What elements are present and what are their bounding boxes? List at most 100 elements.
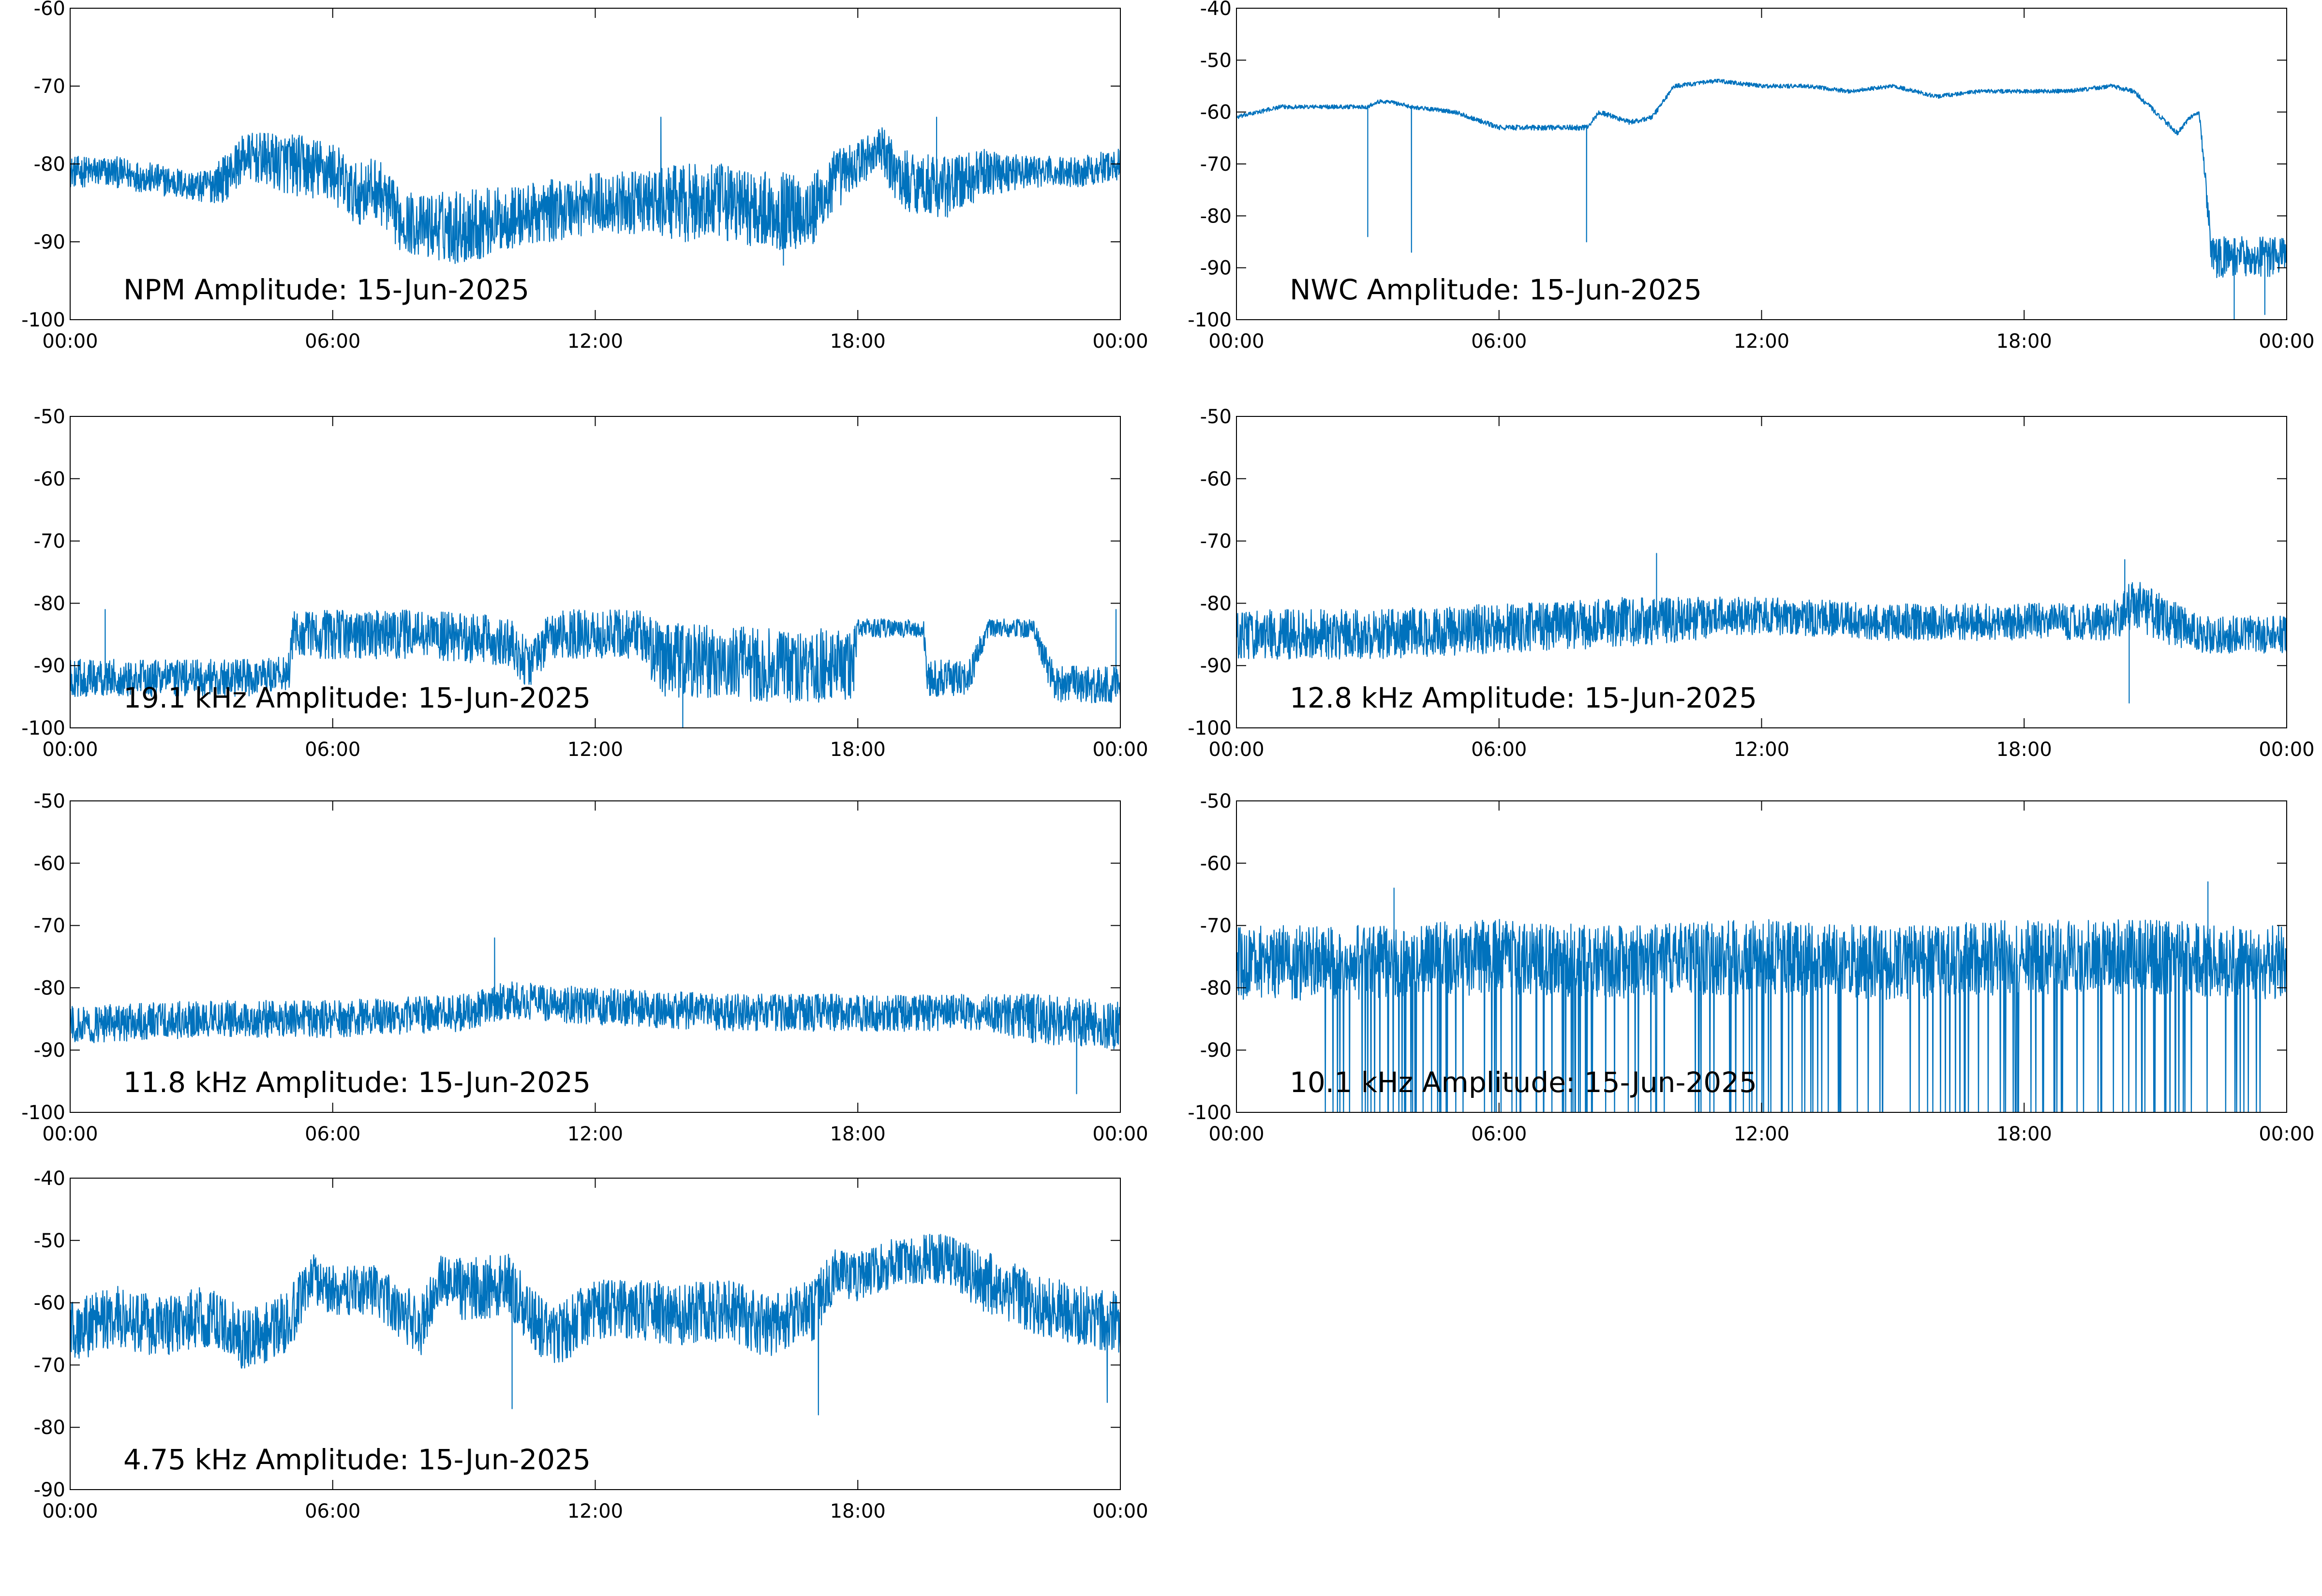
x-tick-label: 18:00 (830, 1500, 886, 1522)
chart-panel-3: 00:00 06:00 12:00 18:00 00:00 -50 -60 -70 -80 -90… (21, 406, 1148, 761)
series-line (1236, 553, 2287, 704)
y-tick-label: -80 (1200, 977, 1232, 999)
series-line (1236, 881, 2287, 1112)
y-tick-label: -80 (34, 153, 65, 176)
x-tick-label: 06:00 (305, 330, 360, 353)
x-tick-label: 18:00 (1996, 739, 2052, 761)
y-tick-label: -100 (1188, 1102, 1232, 1124)
y-tick-label: -70 (1200, 531, 1232, 553)
x-tick-label: 12:00 (1734, 1123, 1789, 1145)
x-tick-label: 00:00 (1092, 330, 1148, 353)
x-tick-label: 06:00 (1471, 739, 1527, 761)
y-tick-label: -60 (34, 468, 65, 490)
x-tick-label: 18:00 (830, 1123, 886, 1145)
x-tick-label: 18:00 (830, 330, 886, 353)
chart-panel-1: 00:00 06:00 12:00 18:00 00:00 -60 -70 -80 -90 -10… (21, 0, 1148, 353)
x-tick-label: 00:00 (1092, 1500, 1148, 1522)
y-tick-label: -70 (1200, 915, 1232, 937)
x-tick-label: 12:00 (567, 330, 623, 353)
x-tick-label: 00:00 (1208, 1123, 1264, 1145)
series-line (70, 609, 1120, 728)
y-tick-label: -90 (1200, 655, 1232, 677)
y-tick-label: -70 (1200, 153, 1232, 176)
panel-title: 19.1 kHz Amplitude: 15-Jun-2025 (123, 681, 591, 714)
series-line (70, 937, 1120, 1094)
x-tick-label: 12:00 (567, 1500, 623, 1522)
y-tick-label: -70 (34, 1354, 65, 1376)
y-tick-label: -40 (1200, 0, 1232, 20)
y-tick-label: -50 (34, 790, 65, 813)
y-tick-label: -70 (34, 75, 65, 98)
x-tick-label: 00:00 (42, 1500, 98, 1522)
panel-title: NPM Amplitude: 15-Jun-2025 (123, 273, 529, 306)
x-tick-label: 00:00 (2259, 1123, 2314, 1145)
x-tick-label: 06:00 (1471, 1123, 1527, 1145)
y-tick-label: -60 (1200, 102, 1232, 124)
y-tick-label: -60 (34, 0, 65, 20)
y-tick-label: -60 (34, 1292, 65, 1315)
x-tick-label: 00:00 (1208, 739, 1264, 761)
y-tick-label: -60 (1200, 853, 1232, 875)
panel-title: 4.75 kHz Amplitude: 15-Jun-2025 (123, 1443, 591, 1476)
x-tick-label: 06:00 (1471, 330, 1527, 353)
y-tick-label: -100 (21, 1102, 65, 1124)
y-tick-label: -90 (34, 231, 65, 253)
x-tick-label: 18:00 (1996, 330, 2052, 353)
chart-panel-5: 00:00 06:00 12:00 18:00 00:00 -50 -60 -70 -80 -90… (21, 790, 1148, 1145)
x-tick-label: 06:00 (305, 1500, 360, 1522)
series-line (70, 117, 1120, 266)
y-tick-label: -60 (1200, 468, 1232, 490)
x-tick-label: 00:00 (42, 1123, 98, 1145)
y-tick-label: -90 (34, 655, 65, 677)
y-tick-label: -100 (21, 717, 65, 739)
panel-title: 11.8 kHz Amplitude: 15-Jun-2025 (123, 1066, 591, 1099)
x-tick-label: 12:00 (1734, 739, 1789, 761)
y-tick-label: -50 (1200, 406, 1232, 428)
chart-panel-2: 00:00 06:00 12:00 18:00 00:00 -40 -50 -60 -70 -80… (1188, 0, 2314, 353)
x-tick-label: 00:00 (42, 739, 98, 761)
x-tick-label: 12:00 (1734, 330, 1789, 353)
y-tick-label: -90 (34, 1039, 65, 1062)
chart-panel-6: 00:00 06:00 12:00 18:00 00:00 -50 -60 -70 -80 -90… (1188, 790, 2314, 1145)
y-tick-label: -80 (1200, 205, 1232, 227)
x-tick-label: 12:00 (567, 1123, 623, 1145)
y-tick-label: -80 (34, 592, 65, 615)
y-tick-label: -50 (34, 1230, 65, 1252)
x-tick-label: 00:00 (1092, 739, 1148, 761)
x-tick-label: 00:00 (42, 330, 98, 353)
y-tick-label: -100 (21, 309, 65, 331)
x-tick-label: 06:00 (305, 739, 360, 761)
y-tick-label: -100 (1188, 309, 1232, 331)
x-tick-label: 18:00 (830, 739, 886, 761)
y-tick-label: -70 (34, 531, 65, 553)
x-tick-label: 00:00 (2259, 330, 2314, 353)
y-tick-label: -100 (1188, 717, 1232, 739)
panel-title: NWC Amplitude: 15-Jun-2025 (1290, 273, 1702, 306)
y-tick-label: -80 (34, 977, 65, 999)
chart-panel-4: 00:00 06:00 12:00 18:00 00:00 -50 -60 -70 -80 -90… (1188, 406, 2314, 761)
y-tick-label: -50 (1200, 790, 1232, 813)
x-tick-label: 00:00 (1208, 330, 1264, 353)
series-line (70, 1234, 1120, 1416)
y-tick-label: -50 (34, 406, 65, 428)
x-tick-label: 06:00 (305, 1123, 360, 1145)
x-tick-label: 12:00 (567, 739, 623, 761)
y-tick-label: -40 (34, 1167, 65, 1190)
chart-panel-7: 00:00 06:00 12:00 18:00 00:00 -40 -50 -60 -70 -80… (34, 1167, 1148, 1522)
panel-title: 10.1 kHz Amplitude: 15-Jun-2025 (1290, 1066, 1757, 1099)
series-line (1236, 78, 2287, 320)
x-tick-label: 00:00 (1092, 1123, 1148, 1145)
y-tick-label: -90 (1200, 257, 1232, 280)
y-tick-label: -90 (34, 1479, 65, 1501)
x-tick-label: 18:00 (1996, 1123, 2052, 1145)
y-tick-label: -70 (34, 915, 65, 937)
y-tick-label: -90 (1200, 1039, 1232, 1062)
panel-title: 12.8 kHz Amplitude: 15-Jun-2025 (1290, 681, 1757, 714)
x-tick-label: 00:00 (2259, 739, 2314, 761)
y-tick-label: -80 (1200, 592, 1232, 615)
y-tick-label: -60 (34, 853, 65, 875)
y-tick-label: -50 (1200, 49, 1232, 72)
y-tick-label: -80 (34, 1417, 65, 1439)
